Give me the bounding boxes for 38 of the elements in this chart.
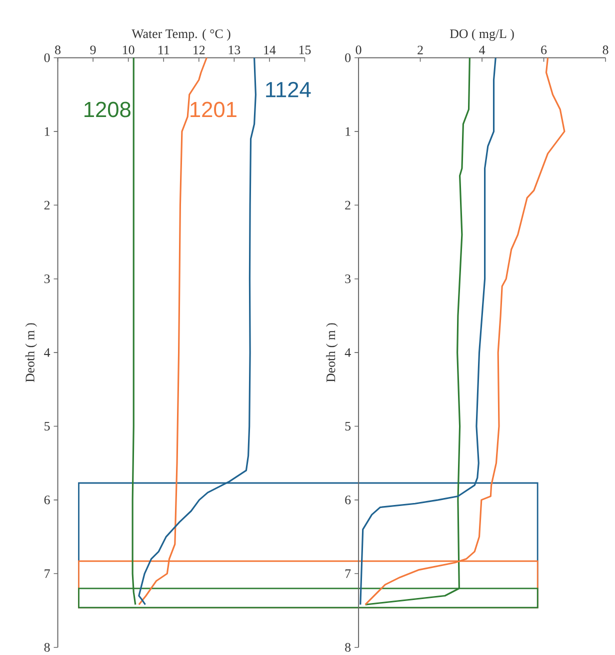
y-tick-label: 7	[345, 569, 350, 578]
x-tick-label: 11	[158, 46, 169, 54]
series-label: 1201	[190, 102, 236, 118]
y-tick-label: 4	[344, 348, 351, 357]
x-tick-label: 9	[90, 46, 96, 54]
x-tick-label: 13	[228, 46, 240, 54]
y-tick-label: 4	[44, 348, 50, 357]
y-tick-label: 1	[346, 127, 350, 136]
y-axis-title: Deoth ( m )	[326, 323, 338, 382]
x-tick-label: 10	[122, 46, 134, 54]
y-tick-label: 3	[344, 274, 350, 284]
x-tick-label: 4	[478, 46, 485, 54]
y-tick-label: 8	[44, 643, 50, 652]
x-tick-label: 0	[356, 46, 362, 54]
x-tick-label: 2	[417, 46, 423, 54]
series-label: 1208	[84, 102, 130, 118]
x-axis-title: DO ( mg/L )	[450, 29, 514, 41]
x-axis-title: Water Temp. ( °C )	[131, 29, 230, 41]
y-tick-label: 7	[44, 569, 50, 578]
x-tick-label: 8	[602, 46, 608, 54]
y-tick-label: 2	[44, 200, 50, 210]
y-axis-title: Deoth ( m )	[25, 323, 37, 382]
y-tick-label: 5	[44, 422, 50, 431]
y-tick-label: 3	[44, 274, 50, 284]
y-tick-label: 1	[44, 127, 50, 136]
x-tick-label: 12	[193, 46, 204, 54]
x-tick-label: 15	[299, 46, 310, 54]
x-tick-label: 8	[54, 46, 60, 54]
y-tick-label: 5	[345, 422, 350, 431]
x-tick-label: 14	[264, 46, 276, 54]
series-label: 1124	[266, 82, 311, 98]
y-tick-label: 0	[344, 53, 350, 62]
x-tick-label: 6	[540, 46, 546, 54]
y-tick-label: 6	[44, 496, 50, 504]
y-tick-label: 0	[44, 53, 50, 62]
y-tick-label: 8	[344, 643, 350, 652]
y-tick-label: 2	[344, 200, 350, 210]
y-tick-label: 6	[344, 496, 350, 504]
